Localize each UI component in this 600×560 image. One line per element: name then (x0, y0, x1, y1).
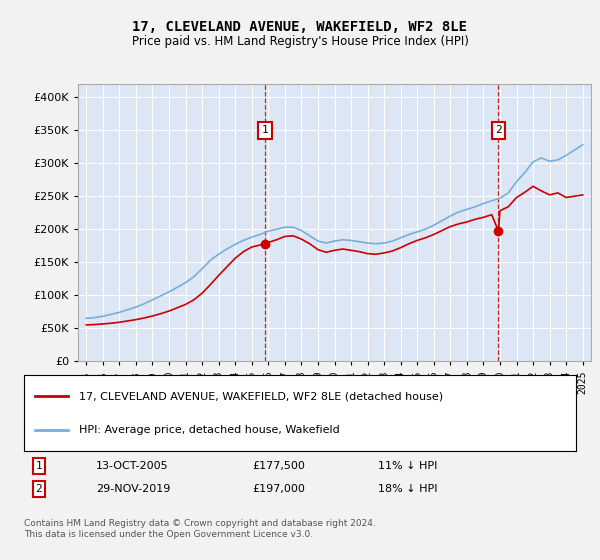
Text: 2: 2 (495, 125, 502, 135)
Text: 17, CLEVELAND AVENUE, WAKEFIELD, WF2 8LE: 17, CLEVELAND AVENUE, WAKEFIELD, WF2 8LE (133, 20, 467, 34)
Text: 18% ↓ HPI: 18% ↓ HPI (378, 484, 437, 494)
Text: Price paid vs. HM Land Registry's House Price Index (HPI): Price paid vs. HM Land Registry's House … (131, 35, 469, 48)
Text: £177,500: £177,500 (252, 461, 305, 471)
Text: 13-OCT-2005: 13-OCT-2005 (96, 461, 169, 471)
Text: 17, CLEVELAND AVENUE, WAKEFIELD, WF2 8LE (detached house): 17, CLEVELAND AVENUE, WAKEFIELD, WF2 8LE… (79, 391, 443, 402)
Text: 1: 1 (35, 461, 43, 471)
Text: 11% ↓ HPI: 11% ↓ HPI (378, 461, 437, 471)
Text: HPI: Average price, detached house, Wakefield: HPI: Average price, detached house, Wake… (79, 424, 340, 435)
Text: 1: 1 (262, 125, 268, 135)
Text: 29-NOV-2019: 29-NOV-2019 (96, 484, 170, 494)
Text: Contains HM Land Registry data © Crown copyright and database right 2024.
This d: Contains HM Land Registry data © Crown c… (24, 520, 376, 539)
Text: £197,000: £197,000 (252, 484, 305, 494)
Text: 2: 2 (35, 484, 43, 494)
